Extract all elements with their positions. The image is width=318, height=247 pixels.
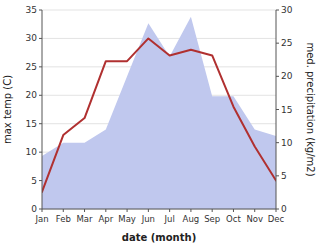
x-axis-label: date (month)	[122, 232, 196, 243]
y2-tick-label: 30	[281, 5, 293, 15]
y-tick-label: 35	[26, 5, 37, 15]
x-tick	[127, 209, 128, 212]
grid-line	[42, 209, 276, 210]
y-tick-label: 25	[26, 62, 37, 72]
plot-area	[42, 17, 276, 209]
precipitation-area	[42, 17, 276, 209]
chart-container: 0 5 10 15 20 25 30 35 0 5 10 15 20 25 30 Jan Feb Mar Apr Ma…	[0, 0, 318, 247]
x-tick-label: Jan	[34, 214, 48, 224]
x-tick	[212, 209, 213, 212]
x-tick	[169, 209, 170, 212]
grid-line	[42, 10, 276, 11]
y2-tick-label: 5	[281, 171, 287, 181]
y-tick-label: 0	[31, 204, 37, 214]
y-tick-label: 10	[26, 147, 38, 157]
x-tick-label: Nov	[246, 214, 263, 224]
y2-tick	[276, 10, 279, 11]
y-tick	[39, 66, 42, 67]
x-tick-label: Mar	[77, 214, 94, 224]
y-tick-label: 5	[31, 176, 37, 186]
y-axis-label: max temp (C)	[2, 75, 13, 144]
y-tick-label: 20	[26, 90, 38, 100]
y-axis-line	[42, 10, 43, 209]
x-tick	[84, 209, 85, 212]
y-tick	[39, 95, 42, 96]
x-tick-label: Aug	[183, 214, 200, 224]
y-tick	[39, 180, 42, 181]
x-tick	[276, 209, 277, 212]
x-tick	[42, 209, 43, 212]
x-axis-line	[42, 209, 276, 210]
y-tick	[39, 123, 42, 124]
x-tick-label: Sep	[204, 214, 220, 224]
y2-tick	[276, 142, 279, 143]
temperature-line	[42, 38, 276, 192]
grid	[42, 10, 276, 209]
y-tick-label: 15	[26, 119, 37, 129]
y2-tick-label: 0	[281, 204, 287, 214]
y-tick	[39, 10, 42, 11]
x-tick	[105, 209, 106, 212]
y-tick	[39, 38, 42, 39]
x-tick	[148, 209, 149, 212]
x-tick-label: Jul	[164, 214, 175, 224]
y-tick-label: 30	[26, 33, 38, 43]
chart-svg: 0 5 10 15 20 25 30 35 0 5 10 15 20 25 30 Jan Feb Mar Apr Ma…	[0, 0, 318, 247]
y2-tick	[276, 109, 279, 110]
y2-tick	[276, 175, 279, 176]
x-tick	[254, 209, 255, 212]
x-tick-label: Oct	[226, 214, 241, 224]
axes: 0 5 10 15 20 25 30 35 0 5 10 15 20 25 30 Jan Feb Mar Apr Ma…	[26, 5, 293, 224]
grid-line	[42, 38, 276, 39]
x-tick-label: Feb	[56, 214, 71, 224]
y2-tick-label: 15	[281, 105, 292, 115]
x-tick	[63, 209, 64, 212]
x-tick-label: Dec	[268, 214, 285, 224]
x-tick	[190, 209, 191, 212]
y2-tick	[276, 43, 279, 44]
x-tick	[233, 209, 234, 212]
y2-tick-label: 10	[281, 138, 293, 148]
y2-tick-label: 25	[281, 38, 292, 48]
x-tick-label: Apr	[98, 214, 113, 224]
y2-tick	[276, 76, 279, 77]
x-tick-label: Jun	[141, 214, 155, 224]
y2-axis-label: med. precipitation (kg/m2)	[305, 42, 316, 176]
y-tick	[39, 152, 42, 153]
x-tick-label: May	[118, 214, 136, 224]
y2-tick-label: 20	[281, 71, 293, 81]
